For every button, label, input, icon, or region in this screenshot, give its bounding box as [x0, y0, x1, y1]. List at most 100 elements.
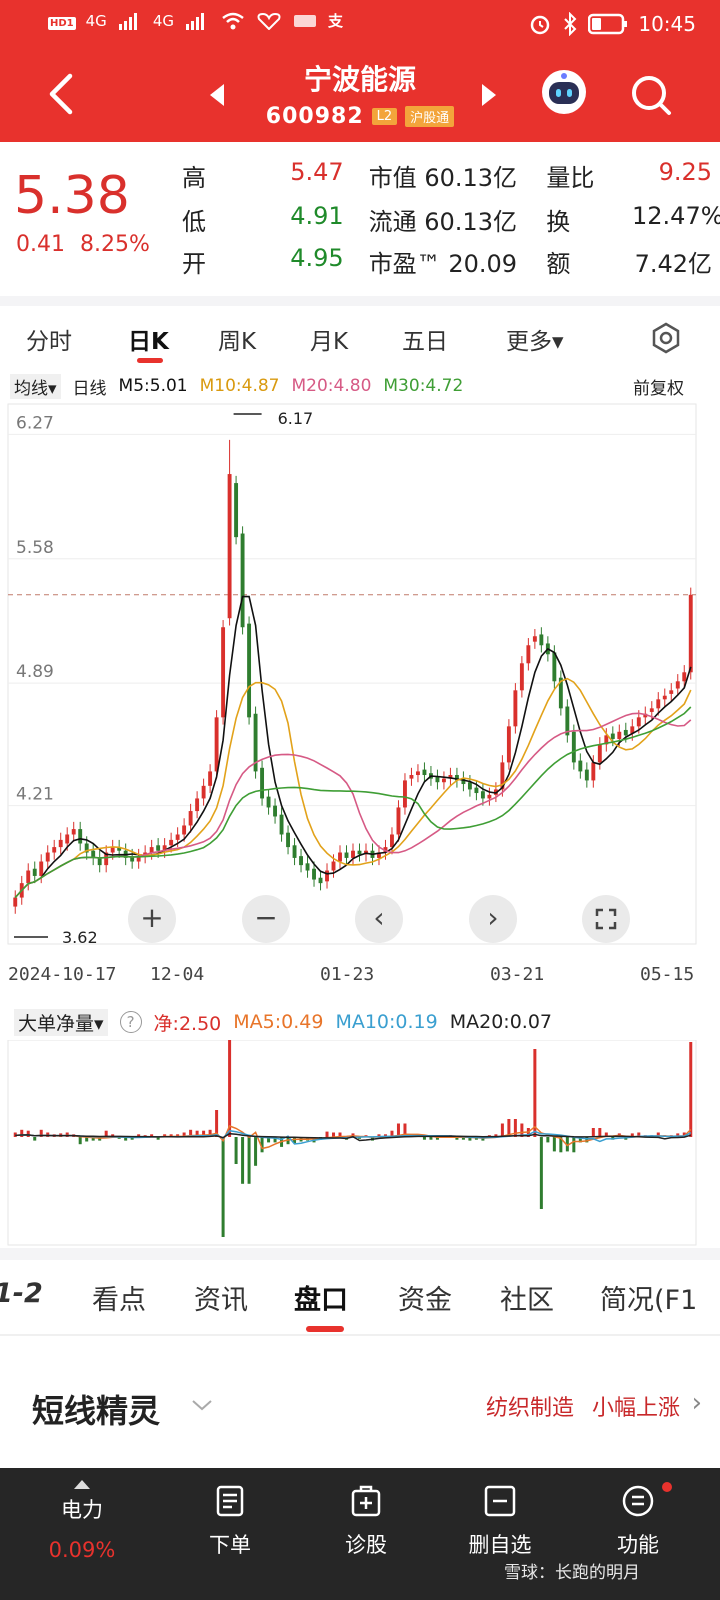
short-term-sprite-row[interactable]: 短线精灵 纺织制造 小幅上涨 › [0, 1370, 720, 1440]
nav-diagnose[interactable]: 诊股 [306, 1478, 426, 1559]
candle-body [247, 623, 252, 718]
next-stock-icon[interactable] [482, 84, 496, 106]
candle-body [351, 850, 355, 858]
help-icon[interactable]: ? [119, 1011, 142, 1033]
y-tick-label: 4.21 [16, 785, 54, 805]
candle-body [312, 868, 316, 880]
candle-body [71, 829, 76, 835]
candle-body [221, 627, 226, 718]
chart-period-tabs: 分时 日K 周K 月K 五日 更多▾ [0, 306, 720, 366]
indicator-ma5: MA5:0.49 [233, 1011, 324, 1033]
app-notify-icon [293, 14, 316, 27]
indicator-bar [189, 1129, 193, 1137]
candle-body [97, 857, 102, 866]
divider [0, 1334, 720, 1336]
quote-panel: 5.38 0.41 8.25% 高 5.47 市值 60.13亿 量比 9.25… [0, 142, 720, 300]
scroll-right-button[interactable]: › [469, 895, 517, 943]
nav-order[interactable]: 下单 [170, 1478, 290, 1559]
candle-body [91, 850, 96, 858]
indicator-bar [396, 1123, 400, 1137]
indicator-bar [598, 1128, 602, 1137]
indicator-bar [156, 1137, 160, 1140]
divider [0, 1248, 720, 1260]
nav-function[interactable]: 功能 [578, 1478, 698, 1559]
order-icon [216, 1485, 244, 1517]
search-icon[interactable] [628, 72, 674, 118]
tab-news[interactable]: 资讯 [194, 1285, 248, 1316]
tab-daily-k[interactable]: 日K [128, 329, 169, 355]
x-tick-label: 2024-10-17 [8, 964, 116, 985]
candle-body [474, 787, 479, 794]
tab-order-book[interactable]: 盘口 [294, 1285, 348, 1316]
candle-body [325, 870, 329, 882]
candle-body [416, 771, 420, 776]
chevron-right-icon[interactable]: › [691, 1388, 702, 1418]
stock-name: 宁波能源 [303, 63, 416, 96]
label-open: 开 [182, 250, 206, 278]
tab-level2[interactable]: 1-2 [0, 1278, 43, 1309]
indicator-bar [422, 1137, 426, 1140]
legend-m20: M20:4.80 [291, 376, 372, 396]
tab-community[interactable]: 社区 [500, 1285, 554, 1316]
chevron-down-icon[interactable] [190, 1398, 214, 1412]
candle-body [240, 533, 245, 628]
active-tab-indicator [137, 358, 163, 363]
y-tick-label: 6.27 [16, 413, 54, 433]
ma-mode-dropdown[interactable]: 均线▾ [10, 373, 61, 399]
indicator-dropdown[interactable]: 大单净量▾ [14, 1008, 108, 1036]
robot-assistant-icon[interactable] [540, 68, 588, 116]
back-icon[interactable] [42, 72, 82, 116]
alipay-icon: 支 [327, 12, 343, 30]
indicator-bar [117, 1137, 121, 1139]
zoom-out-button[interactable]: − [242, 895, 290, 943]
prev-stock-icon[interactable] [210, 84, 224, 106]
bottom-nav: 电力 0.09% 下单 诊股 删自选 功能 [0, 1468, 720, 1600]
fullscreen-button[interactable] [582, 895, 630, 943]
chart-frame [7, 403, 697, 945]
tab-profile[interactable]: 简况(F1 [600, 1285, 698, 1316]
x-tick-label: 01-23 [320, 964, 374, 985]
zoom-in-button[interactable]: + [128, 895, 176, 943]
sprite-tag-industry[interactable]: 纺织制造 [485, 1396, 574, 1421]
indicator-bar [163, 1134, 167, 1137]
tab-monthly-k[interactable]: 月K [310, 329, 349, 355]
candle-body [377, 852, 381, 858]
indicator-bar [689, 1042, 693, 1137]
remove-watchlist-icon [484, 1485, 516, 1517]
settings-icon[interactable] [648, 320, 684, 356]
candle-body [441, 778, 446, 783]
candle-body [500, 762, 505, 790]
indicator-bar [494, 1134, 498, 1137]
sprite-tag-move[interactable]: 小幅上涨 [591, 1396, 680, 1421]
level2-badge: L2 [371, 108, 398, 125]
adjust-mode[interactable]: 前复权 [633, 378, 684, 399]
tab-capital[interactable]: 资金 [398, 1285, 452, 1316]
candle-body [117, 847, 122, 851]
tab-more[interactable]: 更多▾ [506, 329, 564, 355]
indicator-chart[interactable] [0, 1040, 720, 1250]
change-percent: 8.25% [79, 232, 150, 257]
indicator-bar [455, 1137, 459, 1140]
candle-body [454, 775, 459, 781]
indicator-bar [293, 1137, 297, 1144]
label-amount: 额 [546, 250, 571, 278]
alarm-icon [531, 15, 550, 35]
label-turnover: 换 [546, 208, 571, 236]
tab-intraday[interactable]: 分时 [26, 329, 72, 355]
nav-sector[interactable]: 电力 0.09% [22, 1478, 142, 1562]
candle-body [195, 798, 200, 812]
legend-m30: M30:4.72 [383, 376, 464, 396]
candle-body [519, 663, 524, 691]
indicator-bar [228, 1040, 232, 1137]
sprite-tags: 纺织制造 小幅上涨 [486, 1390, 680, 1422]
tab-highlights[interactable]: 看点 [92, 1285, 146, 1316]
candle-body [623, 729, 628, 736]
candle-body [45, 852, 50, 862]
tab-five-day[interactable]: 五日 [402, 329, 448, 355]
candle-body [591, 762, 596, 781]
scroll-left-button[interactable]: ‹ [355, 895, 403, 943]
tab-weekly-k[interactable]: 周K [218, 329, 257, 355]
nav-remove-watchlist[interactable]: 删自选 [440, 1478, 560, 1559]
candle-body [552, 652, 557, 682]
kline-chart[interactable]: 6.27 5.58 4.89 4.21 2024-10-17 12-04 01-23 03-… [0, 400, 720, 1000]
